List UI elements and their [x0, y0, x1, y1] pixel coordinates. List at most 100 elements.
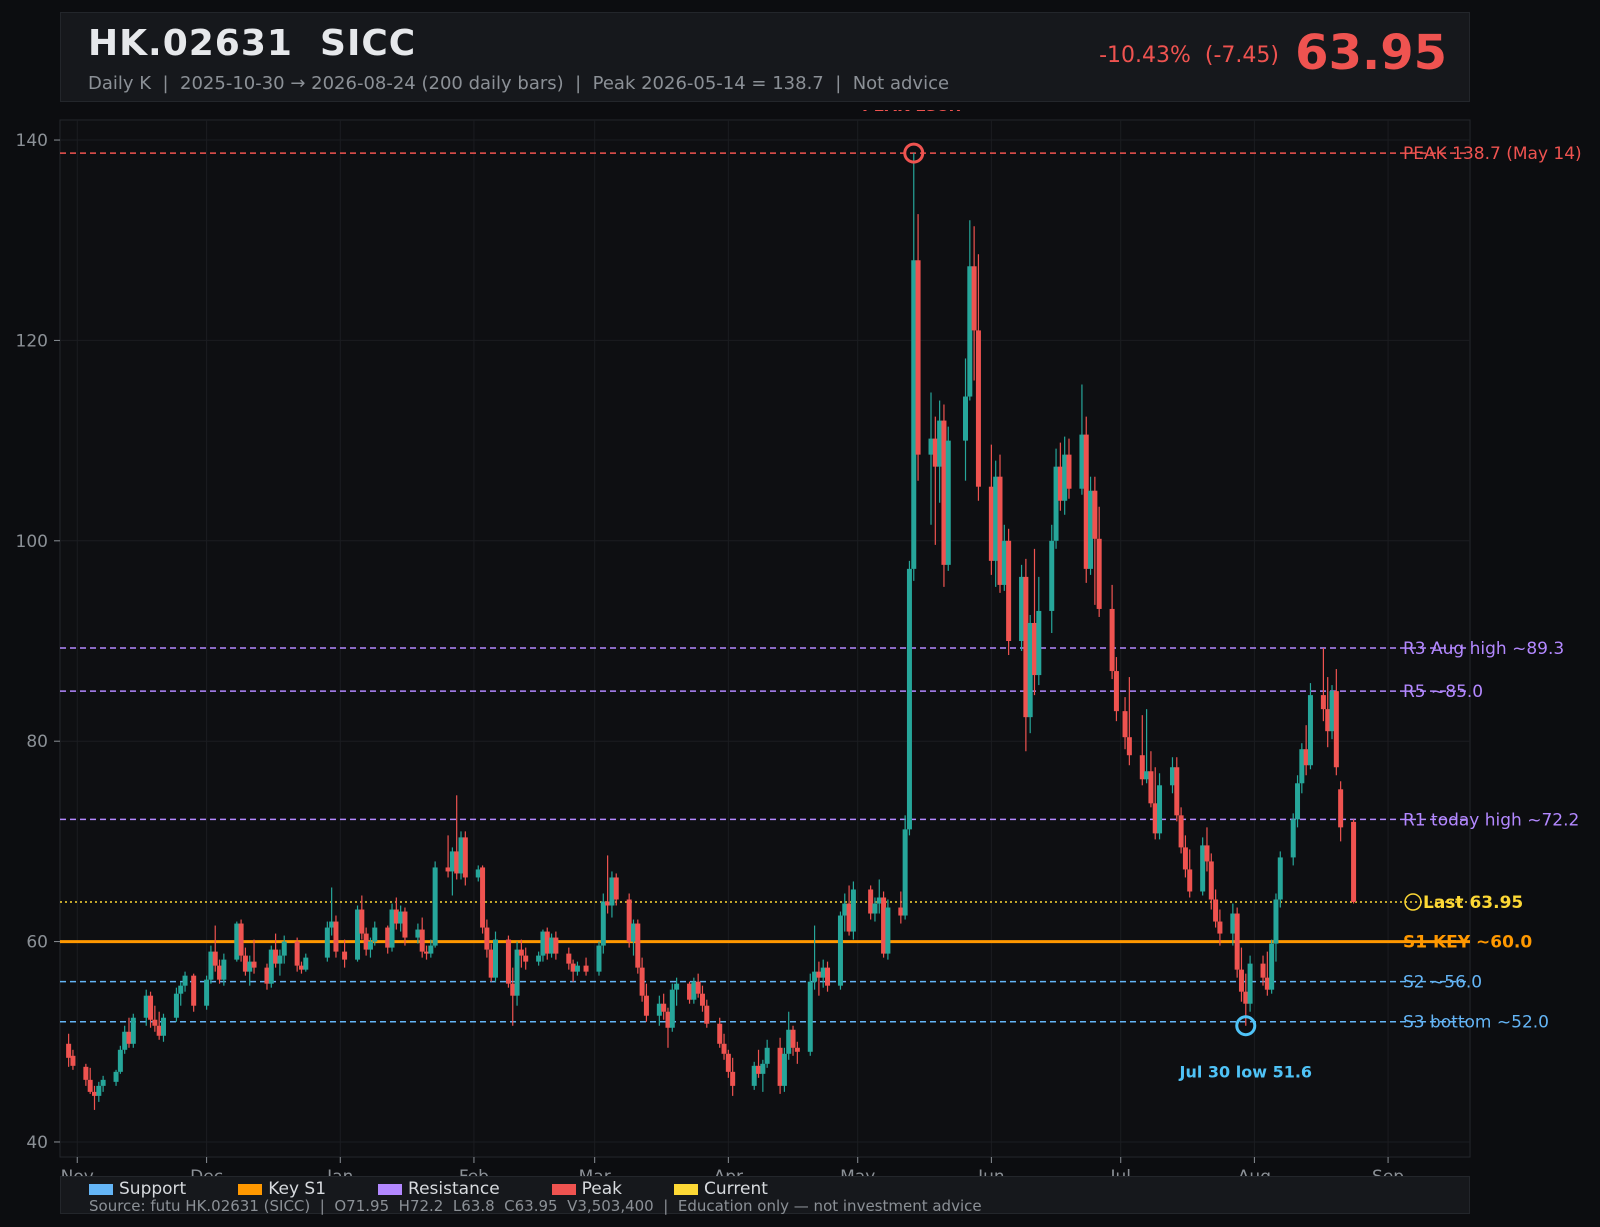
x-tick-label: Aug — [1238, 1167, 1271, 1176]
candle-body — [1088, 490, 1094, 569]
candle-body — [600, 901, 606, 946]
candle-body — [113, 1071, 119, 1082]
candle-body — [1200, 845, 1206, 892]
candle-body — [1208, 861, 1214, 900]
candle-body — [760, 1063, 766, 1074]
level-label: R1 today high ~72.2 — [1403, 810, 1579, 830]
level-label: R3 Aug high ~89.3 — [1403, 639, 1564, 659]
candle-body — [549, 937, 555, 954]
last-price: 63.95 — [1295, 25, 1447, 81]
candle-body — [130, 1017, 136, 1044]
chart-subtitle: Daily K | 2025-10-30 → 2026-08-24 (200 d… — [88, 73, 950, 94]
candle-body — [725, 1053, 731, 1072]
candle-body — [1174, 767, 1180, 816]
candle-body — [850, 889, 856, 932]
candle-body — [540, 931, 546, 956]
candle-body — [643, 995, 649, 1016]
candle-body — [1006, 540, 1012, 642]
candle-body — [303, 957, 309, 970]
candle-body — [510, 983, 516, 996]
candle-body — [1157, 785, 1163, 834]
candle-body — [536, 955, 542, 962]
legend-item-current: Current — [674, 1179, 768, 1199]
candle-body — [372, 927, 378, 942]
candle-body — [1269, 943, 1275, 990]
candle-body — [1230, 913, 1236, 934]
candle-body — [1234, 913, 1240, 970]
candle-body — [242, 955, 248, 972]
candle-body — [820, 967, 826, 978]
x-tick-label: Jan — [326, 1167, 353, 1176]
candle-body — [794, 1047, 800, 1052]
candle-body — [1243, 991, 1249, 1004]
candle-body — [630, 923, 636, 942]
candle-body — [445, 867, 451, 872]
candle-body — [518, 949, 524, 956]
candle-body — [717, 1023, 723, 1044]
candle-body — [1325, 709, 1331, 732]
candle-body — [971, 266, 977, 331]
candle-body — [1169, 767, 1175, 786]
candle-body — [1182, 847, 1188, 870]
candle-body — [1062, 454, 1068, 501]
candle-body — [635, 923, 641, 968]
candle-body — [699, 993, 705, 1006]
candle-body — [156, 1025, 162, 1036]
candle-body — [221, 959, 227, 980]
candle-body — [691, 981, 697, 1000]
candle-body — [570, 963, 576, 972]
candle-body — [574, 965, 580, 972]
candle-body — [825, 967, 831, 986]
candle-body — [812, 971, 818, 982]
y-tick-label: 80 — [26, 732, 48, 752]
candle-body — [493, 939, 499, 978]
candle-body — [1139, 755, 1145, 780]
candle-body — [837, 915, 843, 986]
candle-body — [544, 931, 550, 954]
candle-body — [208, 951, 214, 980]
legend-label-current: Current — [704, 1179, 768, 1199]
candle-body — [911, 260, 917, 569]
y-tick-label: 140 — [16, 131, 48, 151]
candle-body — [1079, 434, 1085, 489]
candle-body — [96, 1085, 102, 1096]
candle-body — [807, 981, 813, 1052]
candle-body — [665, 1011, 671, 1028]
candle-body — [1092, 490, 1098, 539]
annotation-marker — [1235, 1015, 1257, 1037]
candle-body — [1264, 977, 1270, 990]
legend-swatch-peak — [551, 1183, 576, 1195]
candle-body — [1238, 969, 1244, 992]
legend-swatch-key-s1 — [238, 1183, 263, 1195]
candle-body — [898, 907, 904, 916]
candle-body — [66, 1043, 72, 1058]
candle-body — [661, 1003, 667, 1012]
candle-body — [1049, 540, 1055, 611]
candle-body — [945, 440, 951, 565]
candle-body — [1126, 737, 1132, 756]
candle-body — [1019, 576, 1025, 642]
candle-body — [238, 923, 244, 956]
candle-body — [505, 939, 511, 984]
candle-body — [906, 568, 912, 830]
candle-body — [605, 901, 611, 906]
candle-body — [997, 476, 1003, 585]
level-label: S1 KEY ~60.0 — [1403, 933, 1532, 953]
annotation-label: Jul 30 low 51.6 — [1179, 1063, 1313, 1082]
legend-swatch-support — [89, 1183, 113, 1195]
candle-body — [1109, 608, 1115, 672]
candle-body — [432, 867, 438, 946]
candle-body — [1277, 857, 1283, 900]
candle-body — [100, 1079, 106, 1086]
candle-body — [117, 1049, 123, 1072]
candle-body — [842, 903, 848, 916]
legend-label-key-s1: Key S1 — [268, 1179, 327, 1199]
candle-body — [1320, 695, 1326, 710]
ticker-title: HK.02631 SICC — [88, 23, 417, 64]
candle-body — [389, 909, 395, 948]
candle-body — [764, 1047, 770, 1064]
level-label: R5 ~85.0 — [1403, 682, 1483, 702]
candle-body — [191, 975, 197, 1006]
candle-body — [217, 965, 223, 980]
candle-body — [355, 909, 361, 960]
